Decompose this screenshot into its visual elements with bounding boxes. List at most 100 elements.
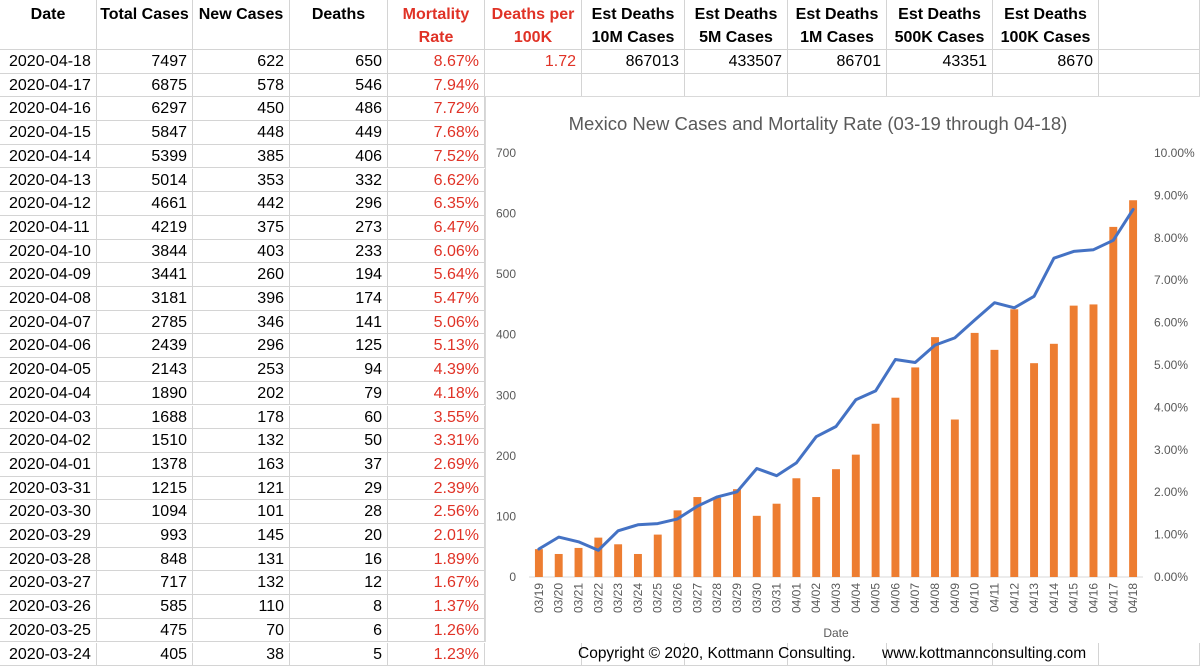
table-cell[interactable]: 2020-04-06 (0, 334, 97, 359)
table-cell[interactable]: 1215 (97, 476, 193, 501)
table-cell[interactable]: 38 (193, 642, 290, 667)
table-cell[interactable]: 125 (290, 334, 388, 359)
column-header[interactable]: New Cases (193, 0, 290, 50)
table-cell[interactable]: 79 (290, 381, 388, 406)
table-cell[interactable]: 448 (193, 121, 290, 145)
table-cell[interactable]: 86701 (788, 50, 887, 74)
table-cell[interactable] (1099, 73, 1200, 98)
column-header[interactable]: Total Cases (97, 0, 193, 50)
table-cell[interactable]: 1094 (97, 500, 193, 524)
table-cell[interactable]: 1.23% (388, 642, 485, 667)
table-cell[interactable]: 993 (97, 524, 193, 548)
table-cell[interactable] (1099, 642, 1200, 667)
table-cell[interactable]: 1.89% (388, 547, 485, 572)
table-cell[interactable]: 396 (193, 287, 290, 311)
column-header[interactable]: Est Deaths 10M Cases (582, 0, 685, 50)
table-cell[interactable]: 6297 (97, 97, 193, 122)
column-header[interactable]: Mortality Rate (388, 0, 485, 50)
table-cell[interactable]: 585 (97, 595, 193, 619)
table-cell[interactable]: 385 (193, 144, 290, 169)
table-cell[interactable]: 6 (290, 618, 388, 643)
table-cell[interactable]: 2143 (97, 358, 193, 382)
table-cell[interactable]: 1688 (97, 405, 193, 430)
table-cell[interactable]: 4661 (97, 192, 193, 216)
table-cell[interactable]: 6.47% (388, 215, 485, 240)
table-cell[interactable]: 2020-04-03 (0, 405, 97, 430)
table-cell[interactable]: 70 (193, 618, 290, 643)
column-header[interactable]: Deaths (290, 0, 388, 50)
table-cell[interactable]: 4.18% (388, 381, 485, 406)
table-cell[interactable]: 6.06% (388, 239, 485, 264)
table-cell[interactable]: 2020-03-28 (0, 547, 97, 572)
table-cell[interactable] (685, 73, 788, 98)
table-cell[interactable]: 7.52% (388, 144, 485, 169)
table-cell[interactable]: 2020-04-17 (0, 73, 97, 98)
table-cell[interactable]: 7.68% (388, 121, 485, 145)
table-cell[interactable]: 2.56% (388, 500, 485, 524)
table-cell[interactable]: 2.01% (388, 524, 485, 548)
table-cell[interactable]: 717 (97, 571, 193, 596)
table-cell[interactable] (582, 642, 685, 667)
table-cell[interactable] (887, 73, 993, 98)
table-cell[interactable]: 2439 (97, 334, 193, 359)
table-cell[interactable]: 2020-04-18 (0, 50, 97, 74)
table-cell[interactable]: 622 (193, 50, 290, 74)
table-cell[interactable]: 8.67% (388, 50, 485, 74)
table-cell[interactable] (582, 73, 685, 98)
table-cell[interactable] (788, 73, 887, 98)
table-cell[interactable]: 6.62% (388, 168, 485, 193)
table-cell[interactable]: 406 (290, 144, 388, 169)
table-cell[interactable]: 346 (193, 310, 290, 335)
table-cell[interactable]: 2020-03-26 (0, 595, 97, 619)
table-cell[interactable]: 405 (97, 642, 193, 667)
table-cell[interactable]: 1510 (97, 429, 193, 453)
empty-header-cell[interactable] (1099, 0, 1200, 50)
table-cell[interactable]: 296 (290, 192, 388, 216)
table-cell[interactable]: 43351 (887, 50, 993, 74)
table-cell[interactable]: 4.39% (388, 358, 485, 382)
table-cell[interactable]: 50 (290, 429, 388, 453)
table-cell[interactable]: 2020-04-10 (0, 239, 97, 264)
table-cell[interactable]: 546 (290, 73, 388, 98)
table-cell[interactable]: 110 (193, 595, 290, 619)
table-cell[interactable]: 5.06% (388, 310, 485, 335)
table-cell[interactable]: 3181 (97, 287, 193, 311)
table-cell[interactable]: 178 (193, 405, 290, 430)
table-cell[interactable]: 12 (290, 571, 388, 596)
table-cell[interactable]: 1378 (97, 452, 193, 477)
table-cell[interactable]: 578 (193, 73, 290, 98)
table-cell[interactable]: 2020-04-07 (0, 310, 97, 335)
table-cell[interactable]: 194 (290, 263, 388, 287)
table-cell[interactable] (993, 73, 1099, 98)
table-cell[interactable]: 2020-04-15 (0, 121, 97, 145)
table-cell[interactable]: 94 (290, 358, 388, 382)
column-header[interactable]: Est Deaths 500K Cases (887, 0, 993, 50)
table-cell[interactable]: 132 (193, 429, 290, 453)
table-cell[interactable]: 2020-03-29 (0, 524, 97, 548)
table-cell[interactable]: 141 (290, 310, 388, 335)
table-cell[interactable]: 3441 (97, 263, 193, 287)
table-cell[interactable]: 3.55% (388, 405, 485, 430)
table-cell[interactable]: 131 (193, 547, 290, 572)
table-cell[interactable] (485, 642, 582, 667)
table-cell[interactable]: 132 (193, 571, 290, 596)
table-cell[interactable]: 253 (193, 358, 290, 382)
table-cell[interactable] (788, 642, 887, 667)
table-cell[interactable]: 101 (193, 500, 290, 524)
table-cell[interactable]: 2020-04-04 (0, 381, 97, 406)
table-cell[interactable]: 121 (193, 476, 290, 501)
table-cell[interactable]: 2020-04-14 (0, 144, 97, 169)
table-cell[interactable]: 2020-04-13 (0, 168, 97, 193)
table-cell[interactable]: 5014 (97, 168, 193, 193)
table-cell[interactable]: 2020-03-25 (0, 618, 97, 643)
table-cell[interactable]: 7497 (97, 50, 193, 74)
column-header[interactable]: Est Deaths 1M Cases (788, 0, 887, 50)
table-cell[interactable]: 403 (193, 239, 290, 264)
table-cell[interactable]: 60 (290, 405, 388, 430)
table-cell[interactable]: 5.64% (388, 263, 485, 287)
table-cell[interactable]: 3.31% (388, 429, 485, 453)
table-cell[interactable]: 5.47% (388, 287, 485, 311)
table-cell[interactable]: 1.72 (485, 50, 582, 74)
table-cell[interactable]: 867013 (582, 50, 685, 74)
table-cell[interactable]: 2020-04-16 (0, 97, 97, 122)
